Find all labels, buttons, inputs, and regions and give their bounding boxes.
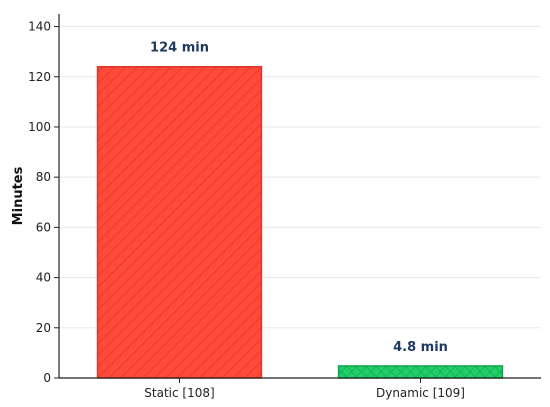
bar-2 bbox=[337, 365, 504, 379]
x-tick-label: Static [108] bbox=[144, 386, 214, 400]
data-label: 4.8 min bbox=[393, 340, 448, 355]
y-tick-label: 20 bbox=[36, 321, 51, 335]
labels: 0 20 40 60 80 100 120 140 Static [108] 124 min Dyn… bbox=[28, 20, 465, 400]
y-tick-label: 80 bbox=[36, 170, 51, 184]
data-label: 124 min bbox=[150, 41, 209, 56]
y-tick-label: 100 bbox=[28, 120, 51, 134]
bar-1 bbox=[96, 65, 263, 379]
y-tick-label: 140 bbox=[28, 20, 51, 34]
y-tick-label: 0 bbox=[43, 371, 51, 385]
bars bbox=[96, 65, 504, 379]
y-tick-label: 120 bbox=[28, 70, 51, 84]
axes bbox=[54, 14, 541, 383]
y-tick-label: 40 bbox=[36, 271, 51, 285]
y-tick-label: 60 bbox=[36, 220, 51, 234]
x-tick-label: Dynamic [109] bbox=[376, 386, 465, 400]
y-axis-title: Minutes bbox=[11, 166, 26, 225]
